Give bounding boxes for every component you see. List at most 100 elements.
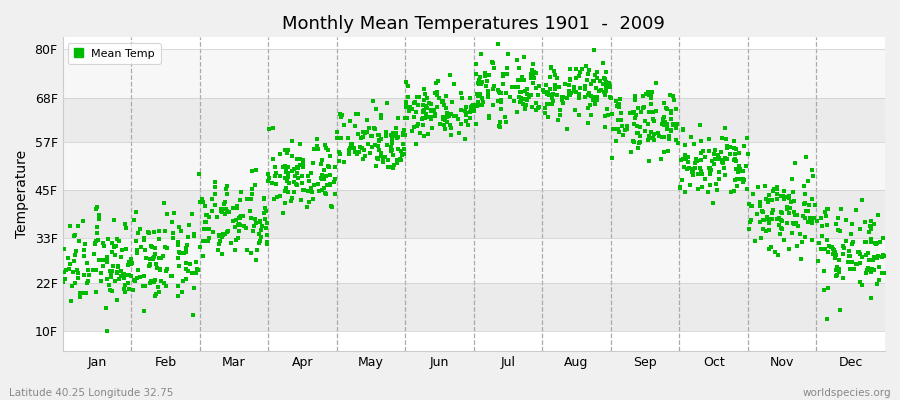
Point bbox=[158, 244, 172, 250]
Point bbox=[268, 164, 283, 170]
Point bbox=[719, 143, 733, 149]
Point bbox=[711, 155, 725, 162]
Point bbox=[279, 184, 293, 191]
Point bbox=[789, 242, 804, 249]
Point bbox=[151, 255, 166, 262]
Point bbox=[332, 148, 347, 155]
Point bbox=[377, 154, 392, 160]
Point bbox=[805, 237, 819, 243]
Point bbox=[486, 102, 500, 108]
Point bbox=[249, 167, 264, 173]
Point bbox=[306, 182, 320, 188]
Point bbox=[779, 220, 794, 226]
Point bbox=[424, 114, 438, 121]
Point bbox=[654, 155, 669, 162]
Point bbox=[667, 96, 681, 103]
Point bbox=[68, 252, 82, 258]
Point bbox=[154, 278, 168, 284]
Point bbox=[354, 135, 368, 141]
Point bbox=[762, 220, 777, 226]
Point bbox=[850, 261, 864, 267]
Point bbox=[319, 144, 333, 151]
Point bbox=[682, 165, 697, 172]
Point bbox=[685, 166, 699, 172]
Point bbox=[186, 312, 201, 318]
Point bbox=[471, 98, 485, 105]
Point bbox=[781, 246, 796, 252]
Point bbox=[293, 156, 308, 162]
Point bbox=[58, 266, 73, 273]
Point bbox=[215, 209, 230, 215]
Point bbox=[832, 256, 847, 263]
Point bbox=[399, 99, 413, 105]
Point bbox=[287, 188, 302, 195]
Point bbox=[302, 173, 316, 179]
Point bbox=[295, 180, 310, 186]
Point bbox=[269, 170, 284, 176]
Point bbox=[467, 102, 482, 108]
Point bbox=[158, 228, 172, 234]
Point bbox=[321, 163, 336, 170]
Point bbox=[518, 54, 532, 60]
Point bbox=[172, 248, 186, 255]
Point bbox=[246, 228, 260, 234]
Point bbox=[332, 111, 347, 118]
Point bbox=[556, 94, 571, 100]
Point bbox=[694, 157, 708, 163]
Point bbox=[727, 177, 742, 184]
Point bbox=[863, 223, 878, 229]
Point bbox=[630, 123, 644, 129]
Point bbox=[100, 258, 114, 265]
Point bbox=[789, 220, 804, 226]
Point bbox=[143, 262, 157, 268]
Point bbox=[759, 228, 773, 234]
Point bbox=[770, 183, 784, 190]
Point bbox=[820, 206, 834, 213]
Point bbox=[525, 104, 539, 110]
Point bbox=[876, 234, 890, 241]
Point bbox=[147, 254, 161, 260]
Point bbox=[732, 150, 746, 157]
Point bbox=[157, 200, 171, 206]
Point bbox=[777, 188, 791, 194]
Point bbox=[666, 121, 680, 128]
Point bbox=[117, 275, 131, 282]
Point bbox=[200, 226, 214, 232]
Point bbox=[485, 58, 500, 65]
Point bbox=[97, 243, 112, 249]
Point bbox=[759, 196, 773, 202]
Point bbox=[436, 114, 450, 120]
Point bbox=[373, 132, 387, 138]
Point bbox=[58, 269, 72, 275]
Point bbox=[742, 201, 757, 208]
Point bbox=[104, 274, 119, 280]
Point bbox=[260, 239, 274, 245]
Point bbox=[599, 81, 614, 88]
Point bbox=[112, 276, 126, 282]
Point bbox=[858, 219, 872, 226]
Point bbox=[368, 163, 382, 170]
Point bbox=[369, 106, 383, 112]
Point bbox=[196, 252, 211, 259]
Point bbox=[830, 272, 844, 278]
Point bbox=[685, 169, 699, 175]
Point bbox=[332, 158, 347, 164]
Point bbox=[773, 231, 788, 238]
Point bbox=[410, 94, 424, 100]
Point bbox=[646, 131, 661, 137]
Point bbox=[79, 260, 94, 266]
Point bbox=[828, 255, 842, 262]
Point bbox=[446, 81, 461, 87]
Point bbox=[633, 132, 647, 139]
Point bbox=[337, 159, 351, 166]
Point bbox=[690, 171, 705, 177]
Point bbox=[430, 89, 445, 96]
Point bbox=[399, 79, 413, 86]
Point bbox=[476, 99, 491, 105]
Point bbox=[805, 195, 819, 202]
Point bbox=[178, 275, 193, 282]
Point bbox=[688, 160, 702, 166]
Point bbox=[297, 187, 311, 193]
Point bbox=[678, 152, 692, 158]
Point bbox=[582, 67, 597, 74]
